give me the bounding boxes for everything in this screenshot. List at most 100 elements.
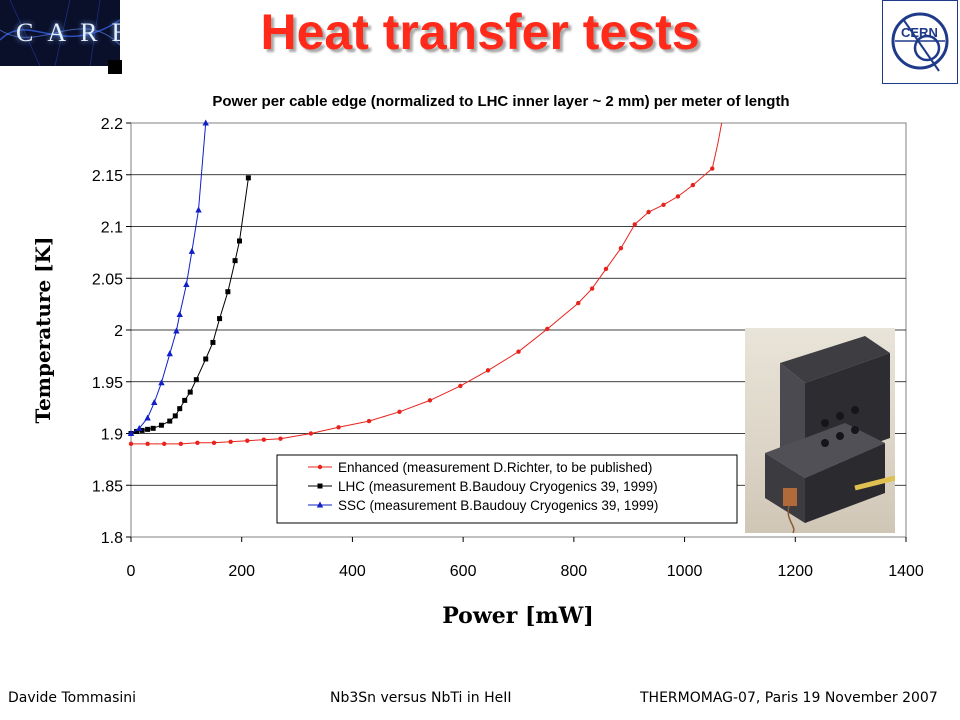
data-point [128,441,134,447]
data-point [162,441,167,447]
data-point [210,339,216,345]
y-tick-label: 2.1 [101,220,123,237]
y-tick-label: 2 [114,323,123,340]
data-point [589,286,595,291]
data-point [366,418,372,424]
legend-entry-ssc: SSC (measurement B.Baudouy Cryogenics 39… [308,498,658,513]
cern-logo-icon: CERN [891,12,949,72]
data-point [134,428,140,434]
data-point [427,398,433,403]
data-point [176,310,183,317]
data-point [127,430,135,436]
data-point [167,418,173,424]
sample-block-icon [765,336,895,533]
legend: Enhanced (measurement D.Richter, to be p… [276,454,738,524]
data-point [150,425,156,431]
data-point [618,246,624,251]
data-point [576,300,581,306]
data-point [172,413,178,419]
data-point [516,349,521,354]
care-logo: CARE [0,0,120,66]
series-ssc [127,119,209,436]
y-tick-label: 2.05 [92,271,123,288]
data-point [675,194,681,199]
data-point [710,166,715,171]
data-point [202,119,209,126]
y-tick-label: 1.85 [92,478,123,495]
x-tick-label: 400 [339,563,366,580]
chart-title: Power per cable edge (normalized to LHC … [212,93,789,110]
data-point [211,440,217,446]
data-point [278,436,283,441]
data-point [158,422,164,428]
legend-entry-enhanced: Enhanced (measurement D.Richter, to be p… [308,460,652,475]
data-point [178,441,184,447]
page-title: Heat transfer tests [260,4,700,60]
cern-logo: CERN [882,0,958,84]
data-point [217,316,223,322]
data-point [646,209,651,215]
x-tick-label: 0 [127,563,136,580]
data-point [225,289,231,295]
legend-marker [317,483,323,489]
y-tick-label: 2.2 [101,116,123,133]
data-point [261,437,267,442]
data-point [336,425,341,430]
data-point [187,389,193,395]
care-logo-underbar [108,60,122,74]
data-point [232,258,238,264]
legend-label: Enhanced (measurement D.Richter, to be p… [338,460,652,475]
x-axis-label: Power [mW] [442,603,594,629]
data-point [188,247,196,254]
data-point [245,175,251,181]
legend-label: LHC (measurement B.Baudouy Cryogenics 39… [338,479,658,494]
x-tick-label: 200 [228,563,255,580]
data-point [632,222,637,227]
legend-marker [317,464,323,470]
data-point [144,414,151,421]
x-tick-label: 600 [450,563,477,580]
y-tick-label: 1.95 [92,375,123,392]
footer-topic: Nb3Sn versus NbTi in HeII [330,690,512,706]
data-point [485,368,491,373]
footer-event: THERMOMAG-07, Paris 19 November 2007 [640,690,938,706]
y-axis-label: Temperature [K] [31,237,55,424]
x-axis-ticks: 0 200 400 600 800 1000 1200 1400 [127,537,924,580]
series-enhanced [128,122,723,447]
data-point [203,356,209,362]
data-point [195,440,200,446]
data-point [182,397,188,403]
data-point [237,238,242,244]
data-point [183,280,190,287]
data-point [145,426,151,432]
data-point [193,377,199,383]
data-point [245,438,250,443]
data-point [173,327,180,334]
y-tick-label: 2.15 [92,168,123,185]
data-point [661,202,666,207]
sample-photo [745,328,895,533]
data-point [397,409,402,414]
data-point [308,431,314,436]
y-tick-label: 1.8 [101,530,123,547]
x-tick-label: 1000 [667,563,703,580]
x-tick-label: 800 [561,563,588,580]
data-point [690,182,696,188]
footer-author: Davide Tommasini [8,690,137,706]
legend-marker [316,501,324,508]
series-layer [127,119,723,447]
data-point [603,266,609,272]
data-point [177,406,183,412]
data-point [136,424,143,431]
data-point [195,206,202,213]
data-point [145,441,150,447]
legend-label: SSC (measurement B.Baudouy Cryogenics 39… [338,498,658,513]
data-point [166,350,173,357]
data-point [458,383,463,389]
care-logo-text: CARE [16,18,120,47]
cern-logo-text: CERN [901,25,938,40]
data-point [545,326,550,332]
legend-entry-lhc: LHC (measurement B.Baudouy Cryogenics 39… [308,479,658,494]
y-tick-label: 1.9 [101,427,123,444]
data-point [228,439,233,444]
